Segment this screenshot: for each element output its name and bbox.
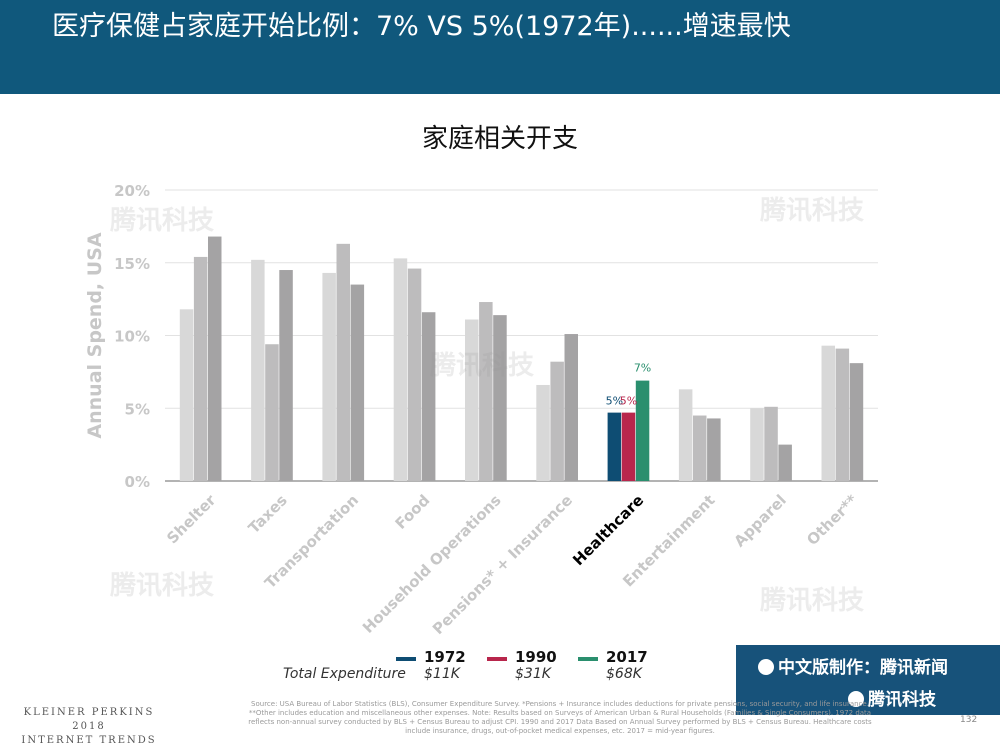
bar-1990 (407, 268, 422, 481)
badge-line2: 腾讯科技 (848, 685, 936, 710)
bar-2017 (493, 315, 507, 481)
watermark: 腾讯科技 (430, 351, 535, 381)
footer-line2: 2018 (72, 721, 106, 732)
bar-1972 (750, 408, 764, 481)
legend-year: 1972 (424, 648, 466, 666)
bar-1990 (621, 412, 636, 481)
bar-1990 (764, 406, 778, 481)
bar-1990 (550, 361, 564, 481)
bar-1972 (821, 345, 835, 481)
kp-logo: KLEINER PERKINS 2018 INTERNET TRENDS (14, 706, 164, 748)
bar-1972 (322, 272, 336, 481)
legend-year: 2017 (606, 648, 648, 666)
bar-2017 (279, 270, 293, 481)
category-label: Household Operations (359, 491, 505, 637)
chart-title: 家庭相关开支 (421, 124, 578, 154)
legend-expenditure: $31K (515, 666, 551, 682)
data-label: 5% (606, 395, 623, 408)
bar-2017 (350, 284, 365, 481)
legend-swatch (396, 657, 416, 661)
legend-expenditure: $11K (424, 666, 460, 682)
bar-1972 (465, 319, 479, 481)
page-title: 医疗保健占家庭开始比例：7% VS 5%(1972年)......增速最快 (52, 11, 791, 42)
bar-2017 (421, 312, 436, 481)
bar-1990 (479, 302, 493, 481)
bar-1990 (835, 348, 850, 481)
y-tick-label: 15% (114, 255, 150, 273)
badge-text-2: 腾讯科技 (868, 690, 936, 710)
bar-1972 (179, 309, 194, 481)
bar-1990 (336, 243, 350, 481)
category-label: Taxes (245, 491, 291, 537)
category-label: Pensions* + Insurance (429, 491, 576, 638)
bar-1972 (607, 412, 622, 481)
bar-2017 (564, 334, 578, 481)
footer-line1: KLEINER PERKINS (23, 707, 155, 718)
category-label: Healthcare (569, 491, 647, 569)
category-label: Other** (803, 491, 861, 549)
badge-line1: 中文版制作：腾讯新闻 (758, 653, 948, 678)
source-note: Source: USA Bureau of Labor Statistics (… (248, 700, 872, 735)
total-expenditure-label: Total Expenditure (283, 666, 406, 682)
bar-1990 (193, 256, 208, 481)
legend-year: 1990 (515, 648, 557, 666)
bar-1972 (393, 258, 408, 481)
legend: 1972 $11K 1990 $31K 2017 $68K (0, 648, 1000, 688)
data-label: 5% (620, 395, 637, 408)
bar-2017 (707, 418, 721, 481)
y-tick-label: 0% (125, 473, 150, 491)
legend-expenditure: $68K (606, 666, 642, 682)
bar-2017 (849, 363, 864, 481)
category-label: Shelter (163, 491, 220, 548)
footer-line3: INTERNET TRENDS (21, 735, 157, 746)
watermark: 腾讯科技 (760, 586, 865, 616)
category-label: Food (392, 491, 434, 533)
y-tick-label: 5% (125, 400, 150, 418)
watermark: 腾讯科技 (760, 196, 865, 226)
header-bar: 医疗保健占家庭开始比例：7% VS 5%(1972年)......增速最快 (0, 0, 1000, 94)
bar-2017 (778, 444, 792, 481)
y-tick-label: 20% (114, 182, 150, 200)
bar-2017 (208, 236, 222, 481)
bar-1972 (536, 384, 550, 481)
legend-swatch (487, 657, 507, 661)
y-axis-label: Annual Spend, USA (84, 232, 106, 438)
watermark: 腾讯科技 (110, 571, 215, 601)
bar-2017 (635, 380, 650, 481)
tencent-news-icon (758, 659, 774, 675)
bar-1972 (678, 389, 693, 481)
tencent-tech-icon (848, 691, 864, 707)
data-label: 7% (634, 362, 651, 375)
bar-1972 (251, 259, 265, 481)
producer-badge: 中文版制作：腾讯新闻 腾讯科技 (736, 645, 1000, 715)
category-label: Apparel (731, 491, 790, 550)
y-tick-label: 10% (114, 328, 150, 346)
badge-text-1: 中文版制作：腾讯新闻 (778, 658, 948, 678)
legend-swatch (578, 657, 598, 661)
bar-1990 (265, 344, 279, 481)
bar-chart: 0% 5% 10% 15% 20% Annual Spend, USA Shelter Tax… (84, 182, 878, 638)
page-number: 132 (960, 715, 978, 725)
bar-1990 (693, 415, 707, 481)
watermark: 腾讯科技 (110, 206, 215, 236)
